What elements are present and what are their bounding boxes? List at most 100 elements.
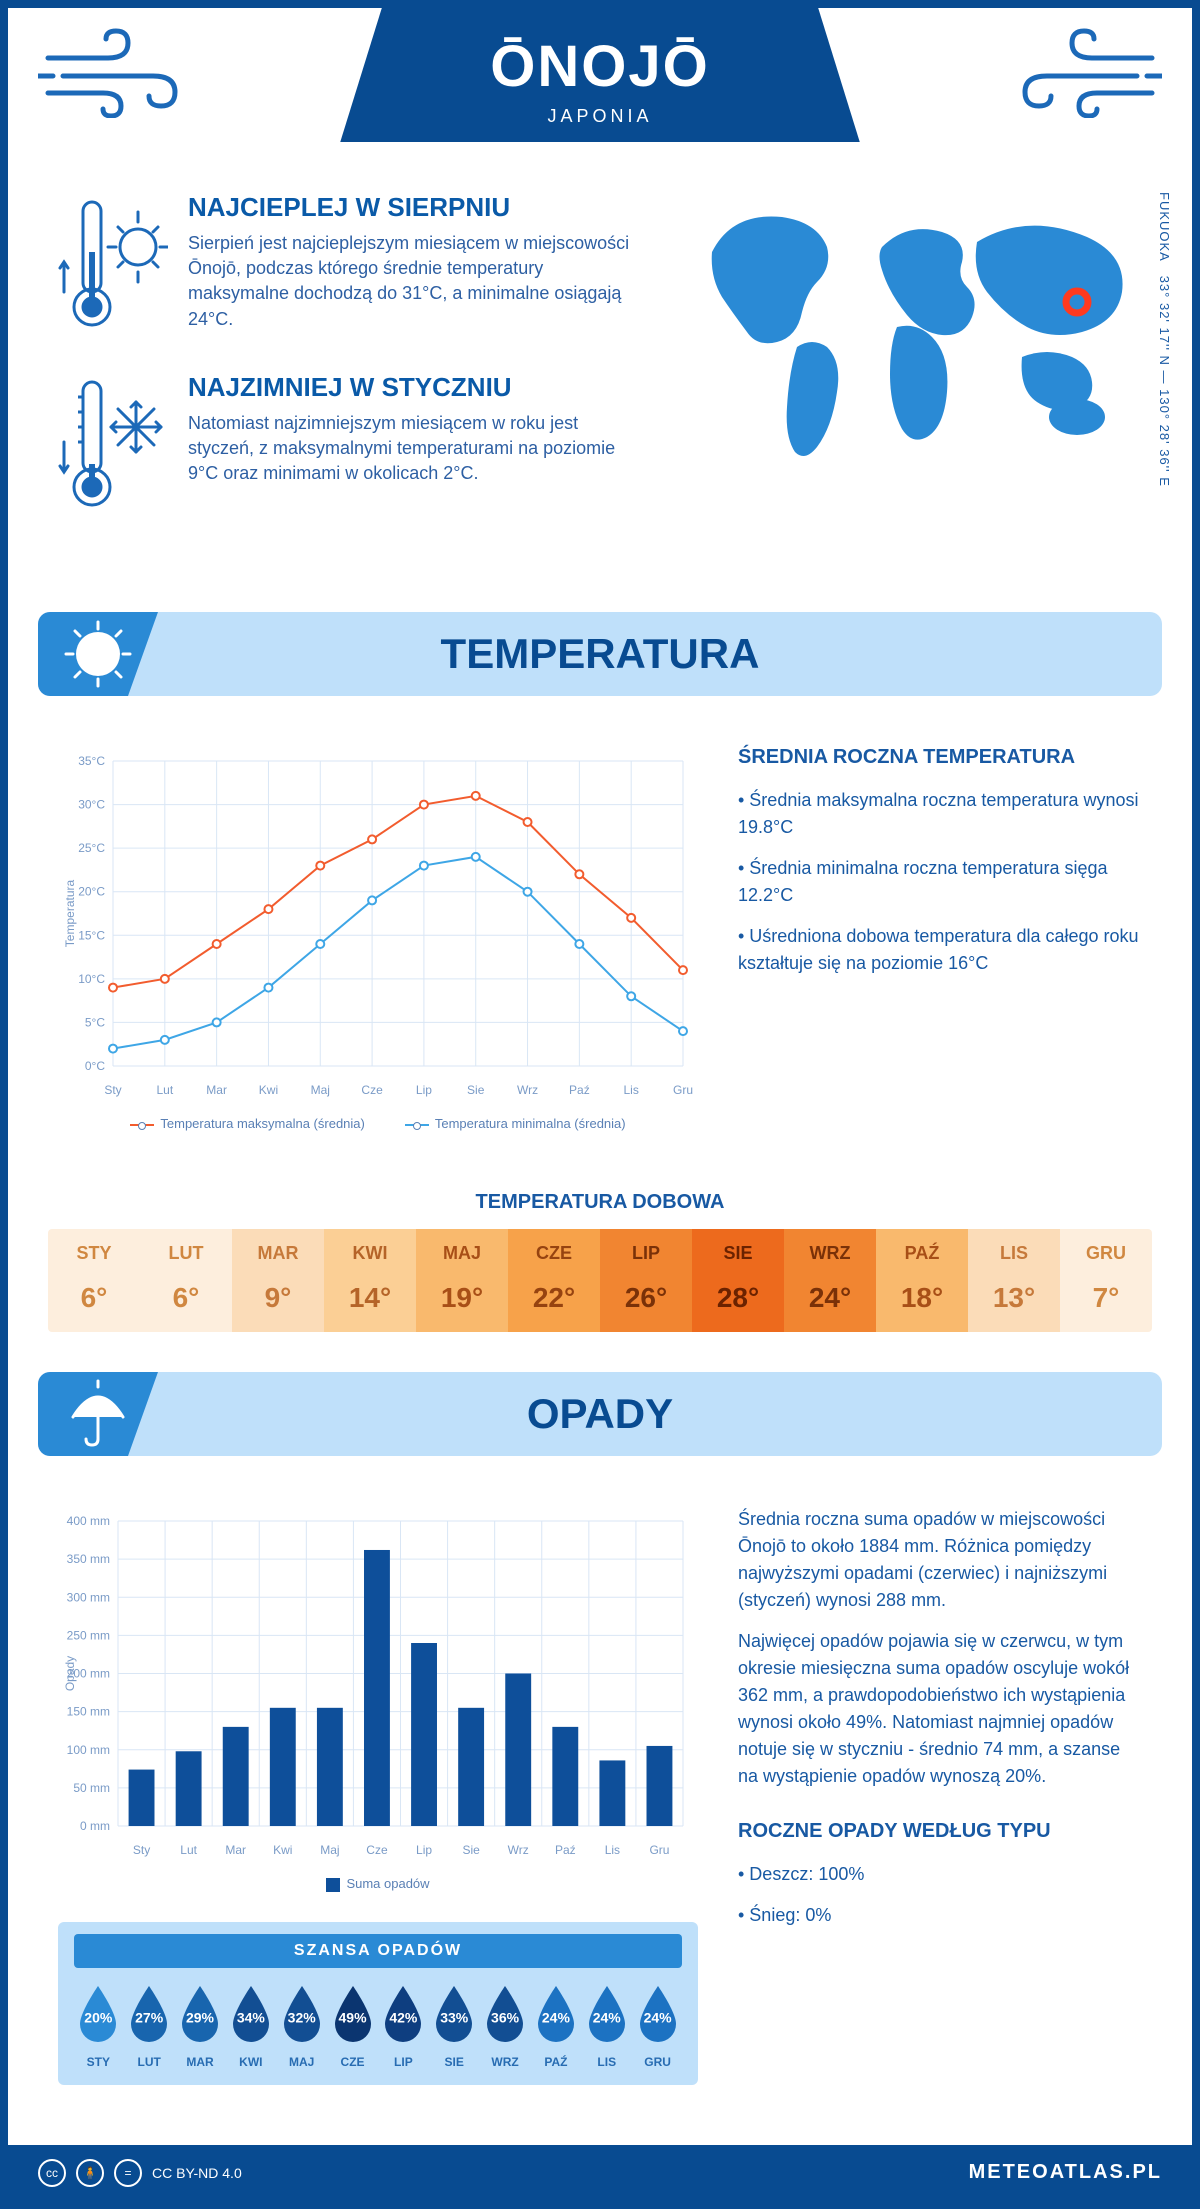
- temp-month-cell: LIP26°: [600, 1229, 692, 1332]
- by-icon: 🧍: [76, 2159, 104, 2187]
- svg-text:Sty: Sty: [133, 1843, 150, 1857]
- precip-legend: Suma opadów: [58, 1876, 698, 1892]
- precip-chance-panel: SZANSA OPADÓW 20% STY 27% LUT 29% MAR 34…: [58, 1922, 698, 2085]
- svg-text:Sie: Sie: [467, 1083, 485, 1097]
- temp-month-cell: STY6°: [48, 1229, 140, 1332]
- nd-icon: =: [114, 2159, 142, 2187]
- daily-temp-grid: STY6°LUT6°MAR9°KWI14°MAJ19°CZE22°LIP26°S…: [48, 1229, 1152, 1332]
- coordinates-text: FUKUOKA 33° 32' 17'' N — 130° 28' 36'' E: [1157, 192, 1172, 487]
- svg-text:Lip: Lip: [416, 1083, 432, 1097]
- sun-corner-icon: [38, 612, 158, 696]
- temp-bullet: • Średnia minimalna roczna temperatura s…: [738, 855, 1142, 909]
- avg-temp-title: ŚREDNIA ROCZNA TEMPERATURA: [738, 746, 1142, 769]
- temp-month-cell: KWI14°: [324, 1229, 416, 1332]
- hot-text: Sierpień jest najcieplejszym miesiącem w…: [188, 231, 632, 332]
- cold-title: NAJZIMNIEJ W STYCZNIU: [188, 372, 632, 403]
- svg-text:Wrz: Wrz: [508, 1843, 529, 1857]
- svg-text:Lis: Lis: [605, 1843, 620, 1857]
- precip-chance-drop: 42% LIP: [379, 1984, 428, 2069]
- temp-month-cell: MAR9°: [232, 1229, 324, 1332]
- svg-text:Mar: Mar: [225, 1843, 246, 1857]
- svg-text:Cze: Cze: [366, 1843, 388, 1857]
- svg-text:Wrz: Wrz: [517, 1083, 538, 1097]
- svg-text:Lut: Lut: [156, 1083, 173, 1097]
- temp-month-cell: CZE22°: [508, 1229, 600, 1332]
- svg-text:5°C: 5°C: [85, 1015, 105, 1029]
- umbrella-corner-icon: [38, 1372, 158, 1456]
- precip-by-type-line: • Śnieg: 0%: [738, 1902, 1142, 1929]
- precip-chance-drop: 36% WRZ: [481, 1984, 530, 2069]
- temperature-line-chart: 0°C5°C10°C15°C20°C25°C30°C35°CStyLutMarK…: [58, 746, 698, 1131]
- precip-para: Najwięcej opadów pojawia się w czerwcu, …: [738, 1628, 1142, 1790]
- footer-bar: cc 🧍 = CC BY-ND 4.0 METEOATLAS.PL: [8, 2145, 1192, 2201]
- precip-para: Średnia roczna suma opadów w miejscowośc…: [738, 1506, 1142, 1614]
- intro-row: NAJCIEPLEJ W SIERPNIU Sierpień jest najc…: [8, 172, 1192, 592]
- svg-text:35°C: 35°C: [78, 754, 105, 768]
- svg-text:Gru: Gru: [673, 1083, 693, 1097]
- temp-bullet: • Średnia maksymalna roczna temperatura …: [738, 787, 1142, 841]
- svg-text:10°C: 10°C: [78, 972, 105, 986]
- precip-by-type-line: • Deszcz: 100%: [738, 1861, 1142, 1888]
- title-banner: ŌNOJŌ JAPONIA: [340, 8, 860, 142]
- precip-chance-header: SZANSA OPADÓW: [74, 1934, 682, 1968]
- svg-text:Lis: Lis: [624, 1083, 639, 1097]
- precip-chance-drop: 20% STY: [74, 1984, 123, 2069]
- precip-chance-drop: 32% MAJ: [277, 1984, 326, 2069]
- svg-text:Temperatura: Temperatura: [63, 879, 77, 947]
- svg-text:Lut: Lut: [180, 1843, 197, 1857]
- page-frame: ŌNOJŌ JAPONIA: [0, 0, 1200, 2209]
- temp-month-cell: LIS13°: [968, 1229, 1060, 1332]
- country-subtitle: JAPONIA: [490, 106, 710, 127]
- temp-month-cell: WRZ24°: [784, 1229, 876, 1332]
- cold-text: Natomiast najzimniejszym miesiącem w rok…: [188, 411, 632, 487]
- license-text: CC BY-ND 4.0: [152, 2165, 242, 2181]
- temp-month-cell: SIE28°: [692, 1229, 784, 1332]
- svg-text:50 mm: 50 mm: [73, 1781, 110, 1795]
- map-panel: FUKUOKA 33° 32' 17'' N — 130° 28' 36'' E: [682, 192, 1142, 552]
- temp-bullet: • Uśredniona dobowa temperatura dla całe…: [738, 923, 1142, 977]
- svg-text:Maj: Maj: [320, 1843, 339, 1857]
- temperature-info-column: ŚREDNIA ROCZNA TEMPERATURA • Średnia mak…: [738, 746, 1142, 1131]
- precip-chance-drop: 24% PAŹ: [532, 1984, 581, 2069]
- svg-text:Opady: Opady: [63, 1656, 77, 1691]
- svg-text:Cze: Cze: [361, 1083, 383, 1097]
- svg-text:Kwi: Kwi: [259, 1083, 278, 1097]
- temperature-section-title: TEMPERATURA: [38, 612, 1162, 696]
- site-name: METEOATLAS.PL: [969, 2161, 1162, 2184]
- precip-left-column: 0 mm50 mm100 mm150 mm200 mm250 mm300 mm3…: [58, 1506, 698, 2085]
- svg-text:Sty: Sty: [104, 1083, 121, 1097]
- temp-month-cell: LUT6°: [140, 1229, 232, 1332]
- precip-chance-drop: 33% SIE: [430, 1984, 479, 2069]
- svg-text:350 mm: 350 mm: [67, 1552, 110, 1566]
- precip-by-type-title: ROCZNE OPADY WEDŁUG TYPU: [738, 1820, 1142, 1843]
- city-title: ŌNOJŌ: [490, 33, 710, 100]
- svg-text:Paź: Paź: [569, 1083, 590, 1097]
- temp-month-cell: GRU7°: [1060, 1229, 1152, 1332]
- cold-month-block: NAJZIMNIEJ W STYCZNIU Natomiast najzimni…: [58, 372, 632, 512]
- svg-text:Mar: Mar: [206, 1083, 227, 1097]
- svg-text:100 mm: 100 mm: [67, 1743, 110, 1757]
- intro-text-column: NAJCIEPLEJ W SIERPNIU Sierpień jest najc…: [58, 192, 632, 552]
- precip-chance-drop: 24% LIS: [582, 1984, 631, 2069]
- precip-chance-drop: 27% LUT: [125, 1984, 174, 2069]
- svg-text:250 mm: 250 mm: [67, 1628, 110, 1642]
- svg-text:400 mm: 400 mm: [67, 1514, 110, 1528]
- header-band: ŌNOJŌ JAPONIA: [8, 8, 1192, 172]
- precip-chance-drop: 29% MAR: [176, 1984, 225, 2069]
- precip-section-title: OPADY: [38, 1372, 1162, 1456]
- temp-month-cell: MAJ19°: [416, 1229, 508, 1332]
- world-map-icon: [682, 192, 1142, 482]
- wind-icon-left: [38, 28, 218, 118]
- svg-text:Gru: Gru: [649, 1843, 669, 1857]
- hot-title: NAJCIEPLEJ W SIERPNIU: [188, 192, 632, 223]
- thermometer-cold-icon: [58, 372, 168, 512]
- svg-text:20°C: 20°C: [78, 885, 105, 899]
- temperature-chart-row: 0°C5°C10°C15°C20°C25°C30°C35°CStyLutMarK…: [8, 716, 1192, 1161]
- precip-chance-drop: 49% CZE: [328, 1984, 377, 2069]
- svg-text:150 mm: 150 mm: [67, 1705, 110, 1719]
- cc-icon: cc: [38, 2159, 66, 2187]
- temp-month-cell: PAŹ18°: [876, 1229, 968, 1332]
- precip-info-column: Średnia roczna suma opadów w miejscowośc…: [738, 1506, 1142, 2085]
- license-block: cc 🧍 = CC BY-ND 4.0: [38, 2159, 242, 2187]
- svg-text:25°C: 25°C: [78, 841, 105, 855]
